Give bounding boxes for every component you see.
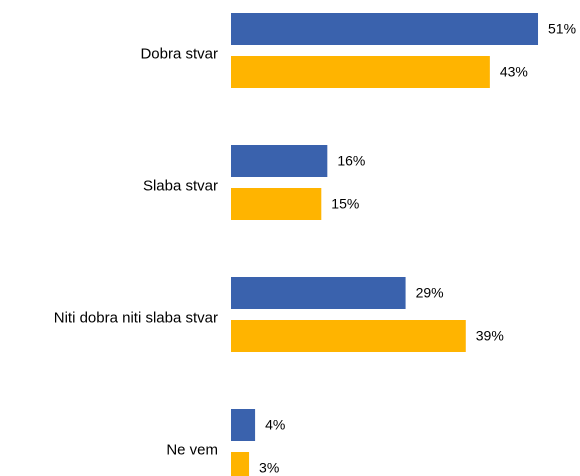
value-label: 3% — [259, 460, 279, 476]
value-label: 51% — [548, 21, 576, 37]
bar — [231, 320, 466, 352]
category-label: Niti dobra niti slaba stvar — [54, 309, 218, 326]
category-label: Ne vem — [166, 441, 218, 458]
value-label: 16% — [337, 153, 365, 169]
bar — [231, 452, 250, 476]
value-label: 29% — [416, 285, 444, 301]
value-label: 43% — [500, 64, 528, 80]
bar — [231, 56, 490, 88]
category-label: Slaba stvar — [143, 177, 218, 194]
value-label: 4% — [265, 417, 285, 433]
category-label: Dobra stvar — [140, 45, 218, 62]
bar — [231, 188, 322, 220]
bar — [231, 409, 256, 441]
bar — [231, 13, 539, 45]
value-label: 39% — [476, 328, 504, 344]
value-label: 15% — [331, 196, 359, 212]
bar — [231, 145, 328, 177]
bar — [231, 277, 406, 309]
